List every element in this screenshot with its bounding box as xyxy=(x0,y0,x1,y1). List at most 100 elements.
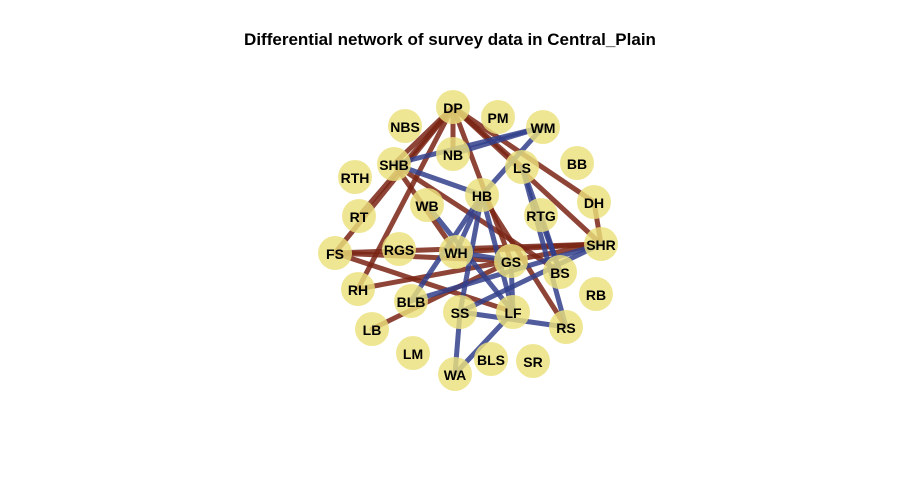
node-circle xyxy=(377,147,411,181)
node-label: FS xyxy=(326,246,344,262)
node-circle xyxy=(579,277,613,311)
node-fs: FS xyxy=(318,236,352,270)
node-label: LS xyxy=(513,160,531,176)
node-label: SHR xyxy=(586,237,616,253)
node-label: LM xyxy=(403,346,423,362)
node-circle xyxy=(494,244,528,278)
node-label: RB xyxy=(586,287,606,303)
node-dp: DP xyxy=(436,90,470,124)
node-circle xyxy=(396,336,430,370)
node-wb: WB xyxy=(410,188,444,222)
node-gs: GS xyxy=(494,244,528,278)
node-rt: RT xyxy=(342,199,376,233)
node-circle xyxy=(505,150,539,184)
node-circle xyxy=(526,110,560,144)
edge-ss-shr xyxy=(457,241,604,315)
node-circle xyxy=(436,90,470,124)
edge-wh-shr xyxy=(453,241,604,255)
node-wh: WH xyxy=(439,235,473,269)
node-label: LB xyxy=(363,322,382,338)
node-label: RH xyxy=(348,282,368,298)
node-circle xyxy=(524,198,558,232)
node-label: RGS xyxy=(384,242,414,258)
node-label: WB xyxy=(415,198,438,214)
node-label: RTG xyxy=(526,208,556,224)
node-circle xyxy=(410,188,444,222)
edge-wm-shb xyxy=(391,124,546,167)
node-rtg: RTG xyxy=(524,198,558,232)
node-wm: WM xyxy=(526,110,560,144)
node-ss: SS xyxy=(443,295,477,329)
node-label: NBS xyxy=(390,119,420,135)
node-bls: BLS xyxy=(474,342,508,376)
node-wa: WA xyxy=(438,357,472,391)
node-label: SR xyxy=(523,354,542,370)
node-circle xyxy=(496,295,530,329)
node-shr: SHR xyxy=(584,227,618,261)
node-rth: RTH xyxy=(338,160,372,194)
node-circle xyxy=(465,178,499,212)
node-shb: SHB xyxy=(377,147,411,181)
node-label: LF xyxy=(504,305,522,321)
node-lb: LB xyxy=(355,312,389,346)
node-pm: PM xyxy=(481,100,515,134)
edge-fs-gs xyxy=(332,250,514,264)
node-label: WH xyxy=(444,245,467,261)
node-bb: BB xyxy=(560,146,594,180)
node-nb: NB xyxy=(436,137,470,171)
node-circle xyxy=(341,272,375,306)
node-label: BB xyxy=(567,156,587,172)
node-label: NB xyxy=(443,147,463,163)
node-label: RS xyxy=(556,320,575,336)
node-circle xyxy=(543,255,577,289)
node-label: BLS xyxy=(477,352,505,368)
node-circle xyxy=(355,312,389,346)
node-circle xyxy=(474,342,508,376)
node-circle xyxy=(443,295,477,329)
node-circle xyxy=(318,236,352,270)
node-label: GS xyxy=(501,254,521,270)
node-label: PM xyxy=(488,110,509,126)
nodes-layer: DP PM NBS WM NB SHB LS BB RTH HB DH WB RT RTG SHR FS RGS… xyxy=(318,90,618,391)
node-circle xyxy=(481,100,515,134)
node-label: SS xyxy=(451,305,470,321)
node-circle xyxy=(549,310,583,344)
node-circle xyxy=(382,232,416,266)
node-hb: HB xyxy=(465,178,499,212)
node-label: WM xyxy=(531,120,556,136)
node-circle xyxy=(439,235,473,269)
edge-ls-rs xyxy=(519,164,569,330)
node-label: DH xyxy=(584,195,604,211)
node-circle xyxy=(342,199,376,233)
edge-lb-gs xyxy=(369,258,514,332)
node-circle xyxy=(438,357,472,391)
node-circle xyxy=(577,185,611,219)
node-label: RT xyxy=(350,209,369,225)
node-label: RTH xyxy=(341,170,370,186)
node-label: WA xyxy=(444,367,467,383)
node-ls: LS xyxy=(505,150,539,184)
node-label: SHB xyxy=(379,157,409,173)
node-label: BS xyxy=(550,265,569,281)
node-dh: DH xyxy=(577,185,611,219)
node-circle xyxy=(584,227,618,261)
node-rgs: RGS xyxy=(382,232,416,266)
node-nbs: NBS xyxy=(388,109,422,143)
node-rs: RS xyxy=(549,310,583,344)
node-rh: RH xyxy=(341,272,375,306)
node-circle xyxy=(338,160,372,194)
node-blb: BLB xyxy=(394,284,428,318)
node-bs: BS xyxy=(543,255,577,289)
node-circle xyxy=(388,109,422,143)
node-sr: SR xyxy=(516,344,550,378)
node-circle xyxy=(436,137,470,171)
node-circle xyxy=(394,284,428,318)
node-label: BLB xyxy=(397,294,426,310)
node-lm: LM xyxy=(396,336,430,370)
chart-title: Differential network of survey data in C… xyxy=(244,30,656,49)
node-circle xyxy=(516,344,550,378)
node-circle xyxy=(560,146,594,180)
node-label: HB xyxy=(472,188,492,204)
node-label: DP xyxy=(443,100,462,116)
